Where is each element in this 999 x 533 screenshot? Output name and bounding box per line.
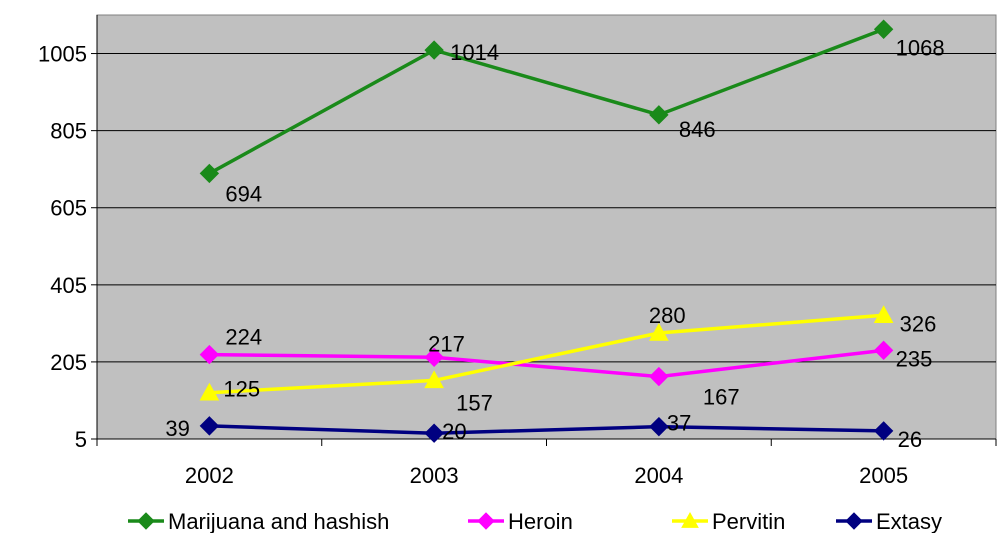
x-tick-label: 2002 xyxy=(185,463,234,488)
data-label: 217 xyxy=(428,331,465,356)
data-point-marker xyxy=(477,512,495,530)
legend-label: Marijuana and hashish xyxy=(168,509,389,533)
plot-area xyxy=(96,14,997,440)
legend-label: Heroin xyxy=(508,509,573,533)
data-point-marker xyxy=(873,19,894,39)
x-tick-label: 2003 xyxy=(410,463,459,488)
y-tick-label: 605 xyxy=(50,196,87,221)
data-point-marker xyxy=(199,416,220,436)
y-tick-label: 405 xyxy=(50,273,87,298)
data-label: 280 xyxy=(649,303,686,328)
data-label: 1068 xyxy=(896,35,945,60)
data-label: 694 xyxy=(225,181,262,206)
series-line xyxy=(209,424,884,435)
data-point-marker xyxy=(137,512,155,530)
series-marijuana-and-hashish: 694 1014 846 1068 xyxy=(199,19,945,206)
legend: Marijuana and hashish Heroin Pervitin Extas… xyxy=(128,509,942,533)
legend-item: Heroin xyxy=(468,509,573,533)
data-point-marker xyxy=(873,305,894,323)
series-line xyxy=(208,27,885,175)
data-label: 125 xyxy=(223,377,260,402)
series-extasy: 39 20 37 26 xyxy=(165,411,922,452)
y-tick-label: 1005 xyxy=(38,42,87,67)
data-label: 26 xyxy=(898,427,922,452)
data-label: 1014 xyxy=(450,40,499,65)
data-point-marker xyxy=(424,347,444,367)
data-point-marker xyxy=(199,344,220,365)
series-heroin: 224 217 167 235 xyxy=(199,325,933,410)
data-label: 224 xyxy=(225,325,262,350)
data-point-marker xyxy=(873,340,894,361)
data-point-marker xyxy=(424,423,444,443)
y-tick-label: 205 xyxy=(50,350,87,375)
data-label: 235 xyxy=(896,346,933,371)
data-label: 37 xyxy=(667,411,691,436)
series-pervitin: 125 157 280 326 xyxy=(199,303,937,415)
data-point-marker xyxy=(199,163,220,184)
data-point-marker xyxy=(649,416,669,437)
y-tick-label: 805 xyxy=(50,119,87,144)
data-label: 167 xyxy=(703,385,740,410)
series-line xyxy=(209,313,884,395)
data-point-marker xyxy=(424,370,444,389)
legend-item: Extasy xyxy=(836,509,942,533)
data-point-marker xyxy=(199,382,220,401)
legend-item: Marijuana and hashish xyxy=(128,509,389,533)
data-point-marker xyxy=(649,322,669,341)
legend-label: Extasy xyxy=(876,509,942,533)
data-label: 20 xyxy=(442,419,466,444)
data-point-marker xyxy=(424,40,444,60)
x-tick-label: 2004 xyxy=(634,463,683,488)
data-label: 157 xyxy=(456,390,493,415)
data-point-marker xyxy=(873,421,894,441)
legend-label: Pervitin xyxy=(712,509,785,533)
axes: 5 205 405 605 805 1005 2002 2003 2004 2005 xyxy=(38,15,997,488)
data-label: 846 xyxy=(679,117,716,142)
series-group: 694 1014 846 1068 224 217 167 235 125 157 280 326 39… xyxy=(165,19,945,452)
gridlines xyxy=(97,53,996,363)
data-point-marker xyxy=(649,105,669,125)
data-label: 326 xyxy=(900,311,937,336)
data-point-marker xyxy=(649,366,669,387)
data-label: 39 xyxy=(165,416,189,441)
legend-item: Pervitin xyxy=(672,509,785,533)
data-point-marker xyxy=(845,512,863,530)
data-point-marker xyxy=(681,511,699,528)
y-tick-label: 5 xyxy=(75,427,87,452)
series-line xyxy=(209,348,884,379)
x-tick-label: 2005 xyxy=(859,463,908,488)
